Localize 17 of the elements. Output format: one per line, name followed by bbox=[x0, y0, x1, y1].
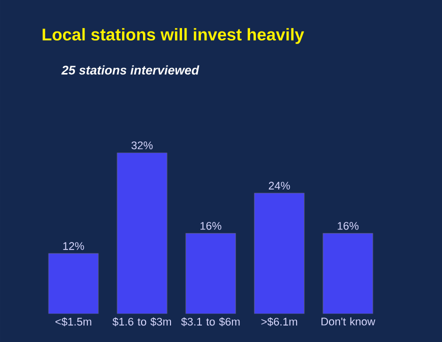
bar bbox=[185, 233, 236, 314]
data-label: 32% bbox=[131, 141, 153, 150]
x-tick-label: >$6.1m bbox=[261, 317, 298, 326]
bar bbox=[116, 152, 168, 314]
bar bbox=[322, 233, 374, 314]
x-tick-label: $3.1 to $6m bbox=[181, 317, 240, 326]
chart-title: Local stations will invest heavily bbox=[42, 28, 304, 44]
x-tick-label: <$1.5m bbox=[55, 317, 92, 326]
x-tick-label: Don't know bbox=[322, 317, 376, 326]
data-label: 16% bbox=[338, 222, 359, 230]
data-label: 16% bbox=[200, 222, 222, 230]
bar bbox=[254, 192, 305, 314]
x-tick-label: $1.6 to $3m bbox=[112, 317, 171, 326]
bar bbox=[48, 253, 99, 314]
data-label: 12% bbox=[63, 242, 84, 250]
chart-subtitle: 25 stations interviewed bbox=[61, 65, 200, 75]
data-label: 24% bbox=[268, 182, 290, 190]
